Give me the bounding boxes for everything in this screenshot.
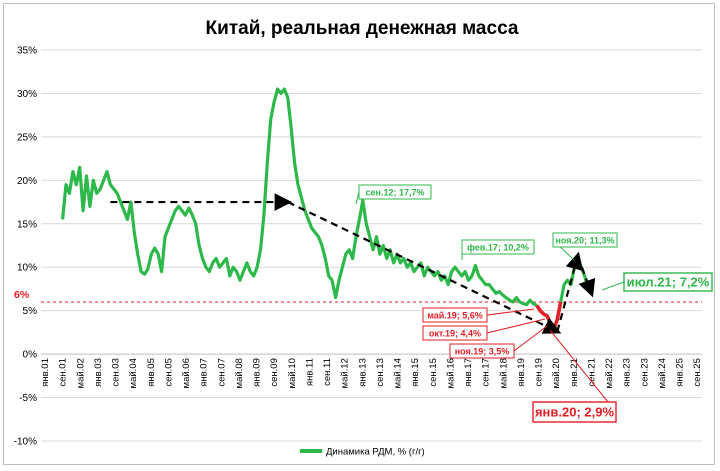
x-tick-label: май.16 bbox=[445, 358, 456, 388]
x-axis: янв.01 сен.01 май.02 янв.03 сен.03 май.04 янв.… bbox=[40, 358, 703, 388]
chart-title: Китай, реальная денежная масса bbox=[206, 18, 519, 39]
series-layer bbox=[61, 87, 593, 331]
callout-box bbox=[461, 239, 535, 255]
callout-box bbox=[552, 232, 618, 248]
y-tick-label: 0% bbox=[23, 350, 38, 361]
callout-label: ноя.20; 11,3% bbox=[555, 235, 614, 245]
callout-box bbox=[422, 325, 488, 341]
callout-box bbox=[422, 307, 488, 323]
x-tick-label: сен.13 bbox=[375, 358, 386, 387]
callout-layer: сен.12; 17,7% фев.17; 10,2% ноя.20; 11,3% и… bbox=[355, 184, 713, 423]
y-tick-label: 25% bbox=[17, 132, 37, 143]
x-tick-label: май.22 bbox=[604, 358, 615, 388]
x-tick-label: янв.05 bbox=[146, 358, 157, 387]
x-tick-label: сен.07 bbox=[216, 358, 227, 387]
x-tick-label: сен.03 bbox=[111, 358, 122, 387]
callout-box bbox=[358, 184, 432, 200]
x-tick-label: янв.07 bbox=[199, 358, 210, 387]
x-tick-label: май.10 bbox=[287, 358, 298, 388]
x-tick-label: сен.05 bbox=[163, 358, 174, 387]
x-tick-label: сен.19 bbox=[534, 358, 545, 387]
callout-leader bbox=[549, 329, 617, 413]
legend: Динамика РДМ, % (г/г) bbox=[300, 447, 425, 458]
x-tick-label: май.06 bbox=[181, 358, 192, 388]
callout-box bbox=[449, 343, 515, 359]
y-tick-label: -5% bbox=[19, 393, 37, 404]
callout-label: ноя.19; 3,5% bbox=[455, 346, 510, 356]
callout-box bbox=[623, 272, 713, 292]
x-tick-label: янв.01 bbox=[40, 358, 51, 387]
x-tick-label: май.02 bbox=[75, 358, 86, 388]
x-tick-label: сен.15 bbox=[428, 358, 439, 387]
x-tick-label: янв.03 bbox=[93, 358, 104, 387]
callout-label: янв.20; 2,9% bbox=[535, 405, 615, 420]
callout-label: сен.12; 17,7% bbox=[366, 187, 425, 197]
trend-arrow bbox=[576, 255, 596, 298]
line-chart: Китай, реальная денежная масса 35% 30% 25%… bbox=[14, 18, 713, 458]
y-tick-label: 15% bbox=[17, 219, 37, 230]
chart-frame: Китай, реальная денежная масса 35% 30% 25%… bbox=[3, 3, 715, 465]
x-tick-label: янв.23 bbox=[622, 358, 633, 387]
x-tick-label: сен.25 bbox=[692, 358, 703, 387]
x-tick-label: май.24 bbox=[657, 358, 668, 388]
x-tick-label: янв.17 bbox=[463, 358, 474, 387]
y-tick-label: 20% bbox=[17, 176, 37, 187]
gridlines bbox=[41, 49, 702, 442]
trend-layer bbox=[110, 193, 596, 334]
y-tick-label: -10% bbox=[14, 437, 37, 448]
x-tick-label: май.20 bbox=[551, 358, 562, 388]
callout-label: фев.17; 10,2% bbox=[467, 242, 529, 252]
y-tick-label: 10% bbox=[17, 263, 37, 274]
x-tick-label: сен.23 bbox=[639, 358, 650, 387]
callout-label: май.19; 5,6% bbox=[427, 310, 483, 320]
x-tick-label: янв.13 bbox=[357, 358, 368, 387]
x-tick-label: сен.17 bbox=[481, 358, 492, 387]
x-tick-label: янв.11 bbox=[304, 358, 315, 386]
y-tick-label: 30% bbox=[17, 89, 37, 100]
legend-label: Динамика РДМ, % (г/г) bbox=[326, 447, 425, 458]
x-tick-label: май.04 bbox=[128, 358, 139, 388]
x-tick-label: янв.25 bbox=[675, 358, 686, 387]
y-tick-label: 5% bbox=[23, 306, 38, 317]
threshold-line: 6% bbox=[14, 289, 702, 303]
callout-box bbox=[532, 401, 617, 423]
x-tick-label: май.08 bbox=[234, 358, 245, 388]
y-tick-label: 35% bbox=[17, 46, 37, 57]
x-tick-label: май.14 bbox=[393, 358, 404, 388]
x-tick-label: янв.19 bbox=[516, 358, 527, 387]
series-line bbox=[61, 87, 538, 307]
callout-label: июл.21; 7,2% bbox=[627, 275, 710, 290]
y-axis: 35% 30% 25% 20% 15% 10% 5% 0% -5% -10% bbox=[14, 46, 37, 448]
x-tick-label: сен.21 bbox=[586, 358, 597, 387]
callout-leader bbox=[486, 308, 535, 316]
callout-leader bbox=[601, 281, 625, 291]
x-tick-label: сен.01 bbox=[58, 358, 69, 387]
x-tick-label: янв.09 bbox=[252, 358, 263, 387]
callout-leader bbox=[486, 318, 546, 334]
x-tick-label: май.12 bbox=[340, 358, 351, 388]
x-tick-label: май.18 bbox=[498, 358, 509, 388]
trend-arrow bbox=[287, 201, 562, 334]
x-tick-label: янв.21 bbox=[569, 358, 580, 387]
trend-arrow bbox=[556, 251, 583, 332]
callout-leader bbox=[513, 325, 548, 352]
x-tick-label: янв.15 bbox=[410, 358, 421, 387]
callout-label: окт.19; 4,4% bbox=[429, 328, 481, 338]
series-line-decline bbox=[535, 301, 563, 331]
x-tick-label: сен.11 bbox=[322, 358, 333, 386]
threshold-label: 6% bbox=[14, 289, 30, 301]
x-tick-label: сен.09 bbox=[269, 358, 280, 387]
